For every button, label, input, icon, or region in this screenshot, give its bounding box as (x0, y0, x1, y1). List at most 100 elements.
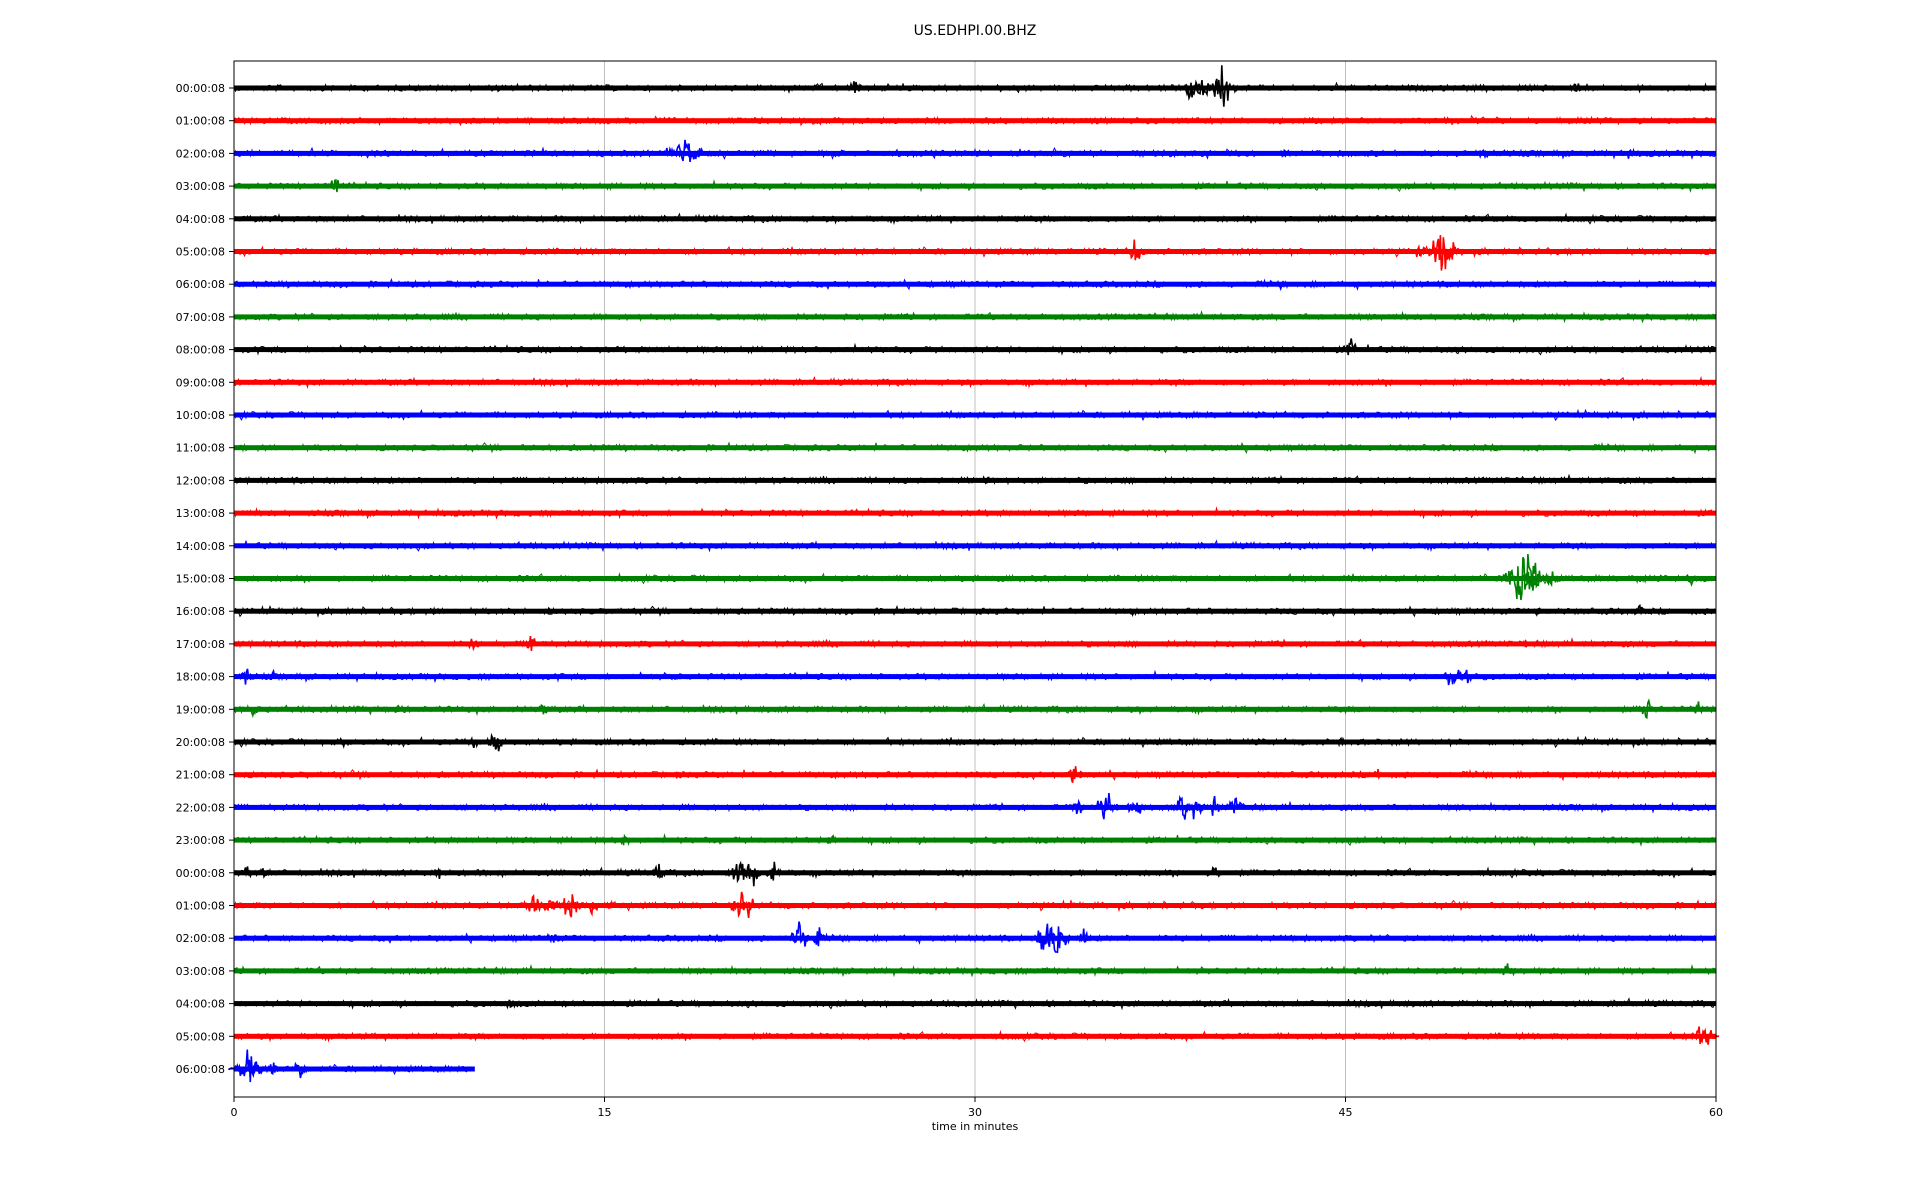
trace-line (233, 604, 1717, 618)
y-tick-label: 10:00:08 (176, 409, 225, 422)
trace-line (233, 768, 1717, 782)
trace-line (233, 539, 1717, 553)
seismic-event (500, 999, 521, 1010)
x-axis-label: time in minutes (932, 1120, 1019, 1133)
trace-line (233, 997, 1717, 1011)
y-tick-label: 01:00:08 (176, 900, 225, 913)
x-tick-labels: 0 15 30 45 60 (231, 1097, 1723, 1119)
seismic-event (1617, 148, 1637, 159)
seismic-event (1121, 801, 1150, 814)
y-tick-label: 04:00:08 (176, 213, 225, 226)
chart-title: US.EDHPI.00.BHZ (914, 23, 1037, 39)
x-tick-label: 30 (968, 1106, 982, 1119)
seismic-event (1220, 797, 1248, 814)
y-tick-label: 07:00:08 (176, 311, 225, 324)
y-tick-label: 16:00:08 (176, 605, 225, 618)
seismic-event (1181, 801, 1208, 820)
seismic-event (463, 638, 484, 652)
y-tick-label: 13:00:08 (176, 507, 225, 520)
trace-band (234, 510, 1716, 516)
y-tick-label: 20:00:08 (176, 736, 225, 749)
y-tick-label: 18:00:08 (176, 671, 225, 684)
y-tick-label: 03:00:08 (176, 180, 225, 193)
seismic-event (429, 867, 449, 880)
seismic-event (667, 674, 686, 680)
seismic-event (723, 891, 762, 919)
seismic-event (262, 1062, 284, 1076)
y-tick-label: 23:00:08 (176, 834, 225, 847)
seismic-event (235, 866, 257, 879)
seismic-event (387, 704, 407, 714)
seismic-event (1517, 640, 1534, 648)
seismic-event (783, 921, 816, 947)
seismic-event (1124, 608, 1141, 618)
seismic-event (1687, 1026, 1720, 1045)
trace-band (234, 150, 1716, 156)
seismic-event (1071, 928, 1096, 943)
trace-line (233, 506, 1717, 520)
seismic-event (1603, 771, 1621, 779)
seismic-event (1477, 607, 1496, 616)
seismic-event (1202, 65, 1241, 107)
seismic-event (518, 636, 543, 651)
trace-line (233, 277, 1717, 291)
trace-band (234, 118, 1716, 124)
trace-line (233, 114, 1717, 127)
seismic-event (323, 179, 346, 193)
trace-band (234, 804, 1716, 810)
trace-line (233, 408, 1717, 422)
seismic-event (1203, 866, 1226, 878)
seismic-event (1060, 766, 1087, 783)
seismic-event (1528, 607, 1548, 617)
seismic-event (599, 899, 619, 910)
trace-line (233, 572, 1717, 585)
y-tick-label: 21:00:08 (176, 769, 225, 782)
seismic-event (1634, 698, 1659, 720)
trace-band (234, 543, 1716, 549)
trace-band (234, 576, 1716, 581)
seismic-event (534, 703, 556, 715)
seismic-event (541, 606, 558, 616)
y-tick-label: 11:00:08 (176, 442, 225, 455)
trace-band (234, 641, 1716, 647)
seismic-event (333, 737, 352, 749)
seismic-event (1027, 923, 1061, 950)
trace-band (234, 903, 1716, 908)
seismic-event (299, 772, 316, 780)
trace-line (233, 310, 1717, 324)
trace-line (233, 81, 1717, 94)
seismic-event (241, 704, 266, 719)
trace-line (233, 963, 1717, 978)
seismic-event (1688, 701, 1709, 715)
y-tick-label: 09:00:08 (176, 376, 225, 389)
y-tick-label: 00:00:08 (176, 82, 225, 95)
trace-line (233, 245, 1717, 259)
seismic-event (682, 146, 709, 160)
seismic-event (841, 81, 867, 93)
seismic-event (1421, 235, 1462, 271)
y-tick-label: 19:00:08 (176, 703, 225, 716)
trace-line (233, 473, 1717, 486)
seismic-event (613, 833, 635, 847)
y-tick-label: 00:00:08 (176, 867, 225, 880)
trace-line (233, 342, 1717, 356)
seismic-event (1455, 669, 1477, 684)
y-tick-labels: 00:00:08 01:00:08 02:00:08 03:00:08 04:00:08… (176, 82, 234, 1076)
seismic-event (1087, 792, 1125, 820)
trace-line (233, 800, 1717, 814)
seismic-event (1629, 603, 1649, 616)
y-tick-label: 05:00:08 (176, 246, 225, 259)
y-tick-label: 02:00:08 (176, 147, 225, 160)
seismic-event (838, 314, 854, 319)
y-tick-label: 01:00:08 (176, 115, 225, 128)
seismic-event (647, 863, 670, 879)
seismic-event (482, 732, 509, 752)
y-tick-label: 03:00:08 (176, 965, 225, 978)
seismic-event (1038, 966, 1055, 974)
trace-line (233, 441, 1717, 455)
seismic-event (541, 932, 564, 944)
seismic-event (1564, 83, 1586, 93)
trace-line (233, 212, 1717, 226)
y-tick-label: 22:00:08 (176, 801, 225, 814)
seismic-event (1630, 575, 1653, 584)
